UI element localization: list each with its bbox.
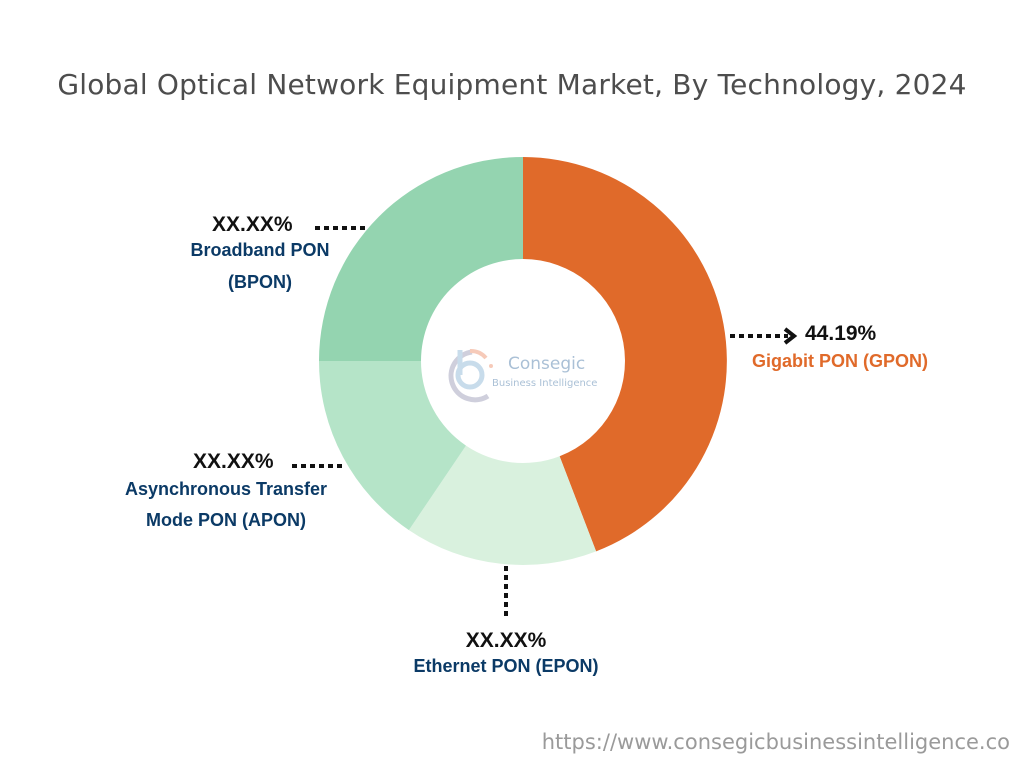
arrow-right-icon <box>783 327 798 345</box>
slice-gpon <box>523 157 727 552</box>
gpon-percentage: 44.19% <box>805 322 877 345</box>
label-bpon-name-line2: (BPON) <box>228 272 292 292</box>
label-epon-pct: XX.XX% <box>465 629 547 652</box>
slice-bpon <box>319 157 523 361</box>
watermark-tagline: Business Intelligence <box>492 378 598 389</box>
slice-epon <box>408 445 597 565</box>
slice-apon <box>319 361 466 531</box>
label-apon-name-line1: Asynchronous Transfer <box>124 479 328 499</box>
source-url: https://www.consegicbusinessintelligence… <box>541 730 1010 754</box>
label-bpon-name-line1: Broadband PON <box>190 240 330 260</box>
label-bpon-pct: XX.XX% <box>212 213 293 236</box>
watermark-brand: Consegic <box>508 354 586 374</box>
label-gpon-name: Gigabit PON (GPON) <box>752 351 929 371</box>
label-apon-pct: XX.XX% <box>193 450 274 473</box>
label-apon-name-line2: Mode PON (APON) <box>146 510 306 530</box>
label-gpon-pct: 44.19% <box>805 322 876 346</box>
consegic-logo-icon <box>448 349 493 403</box>
label-epon-name: Ethernet PON (EPON) <box>413 656 599 676</box>
chart-title: Global Optical Network Equipment Market,… <box>57 68 967 101</box>
